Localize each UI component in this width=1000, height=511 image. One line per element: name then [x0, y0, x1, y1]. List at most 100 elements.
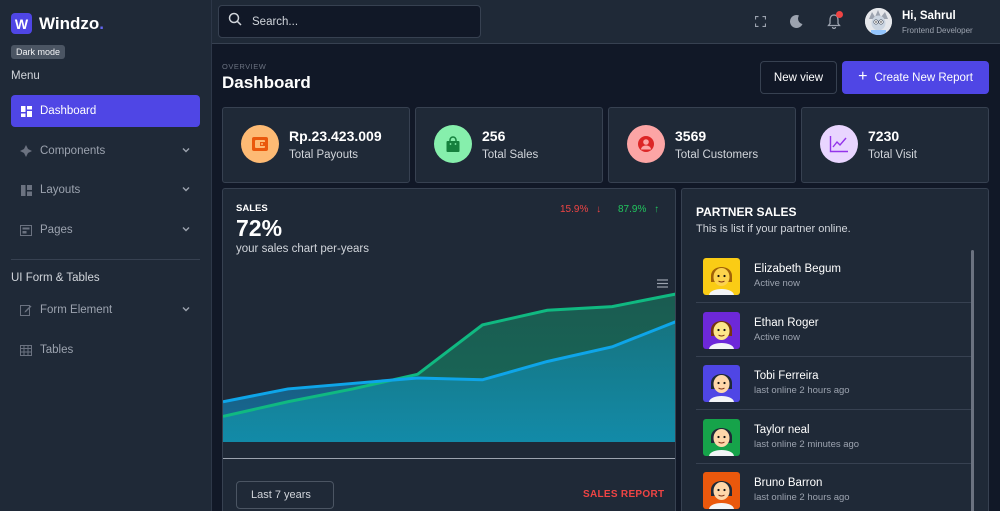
avatar: [703, 365, 740, 402]
chart-line-series-0: [223, 292, 675, 418]
partner-status: last online 2 minutes ago: [754, 438, 860, 450]
chart-line-series-1: [223, 320, 675, 404]
sidebar-item-pages[interactable]: Pages: [11, 214, 200, 246]
menu-section-title: Menu: [11, 70, 40, 82]
trend-down: 15.9% ↓: [560, 204, 601, 215]
chevron-down-icon: [181, 304, 191, 317]
pages-icon: [20, 224, 32, 236]
stat-value: 256: [482, 128, 506, 144]
sales-subtitle: your sales chart per-years: [236, 243, 369, 255]
sales-area-chart: [223, 292, 675, 442]
sidebar-item-layouts[interactable]: Layouts: [11, 174, 200, 206]
stat-value: 7230: [868, 128, 900, 144]
search-input[interactable]: [252, 15, 452, 28]
table-icon: [20, 344, 32, 356]
chart-area-series-1: [223, 322, 675, 442]
stat-value: 3569: [675, 128, 707, 144]
arrow-up-icon: ↑: [654, 204, 660, 215]
diamond-icon: [20, 145, 32, 157]
partner-name: Tobi Ferreira: [754, 370, 819, 382]
notification-dot: [836, 11, 843, 18]
topbar: Hi, Sahrul Frontend Developer: [212, 0, 1000, 44]
search-box[interactable]: [218, 5, 481, 38]
avatar: [703, 258, 740, 295]
stat-card-customers: 3569 Total Customers: [608, 107, 796, 183]
partner-subtitle: This is list if your partner online.: [696, 223, 851, 235]
sidebar: W Windzo. Dark mode Menu Dashboard Compo…: [0, 0, 212, 511]
partner-status: Active now: [754, 278, 800, 289]
partner-title: PARTNER SALES: [696, 205, 797, 219]
chevron-down-icon: [181, 184, 191, 197]
trend-up-value: 87.9%: [618, 204, 647, 215]
sales-card: SALES 72% your sales chart per-years 15.…: [222, 188, 676, 511]
scrollbar[interactable]: [971, 250, 974, 511]
dark-mode-tooltip: Dark mode: [11, 45, 66, 59]
form-section-title: UI Form & Tables: [11, 272, 100, 284]
grid-icon: [20, 105, 32, 117]
partner-list-item[interactable]: Ethan Roger Active now: [696, 304, 973, 357]
stat-label: Total Visit: [868, 149, 918, 161]
overview-label: OVERVIEW: [222, 62, 267, 71]
new-view-button[interactable]: New view: [760, 61, 837, 94]
sidebar-item-label: Layouts: [40, 184, 81, 196]
partner-status: Active now: [754, 331, 800, 343]
shopping-bag-icon: [434, 125, 472, 163]
stat-label: Total Payouts: [289, 149, 359, 161]
partner-list-item[interactable]: Elizabeth Begum Active now: [696, 250, 973, 303]
chart-line-icon: [820, 125, 858, 163]
years-select[interactable]: Last 7 years: [236, 481, 334, 509]
plus-icon: +: [858, 67, 868, 85]
sidebar-item-label: Tables: [40, 344, 74, 356]
sidebar-item-label: Form Element: [40, 304, 113, 316]
stat-card-payouts: Rp.23.423.009 Total Payouts: [222, 107, 410, 183]
partner-name: Taylor neal: [754, 423, 810, 436]
chart-baseline: [223, 458, 675, 459]
sidebar-item-label: Components: [40, 145, 106, 157]
stat-card-visits: 7230 Total Visit: [801, 107, 989, 183]
brand[interactable]: W Windzo.: [11, 13, 104, 34]
stat-label: Total Customers: [675, 149, 759, 161]
chevron-down-icon: [181, 145, 191, 158]
partner-list-item[interactable]: Bruno Barron last online 2 hours ago: [696, 464, 973, 511]
user-role: Frontend Developer: [902, 26, 973, 35]
create-report-label: Create New Report: [874, 71, 973, 84]
brand-name: Windzo: [39, 13, 100, 33]
partner-list-item[interactable]: Taylor neal last online 2 minutes ago: [696, 411, 973, 464]
chevron-down-icon: [181, 224, 191, 237]
stat-card-sales: 256 Total Sales: [415, 107, 603, 183]
bell-icon[interactable]: [825, 11, 843, 30]
search-icon: [228, 12, 242, 31]
partner-name: Elizabeth Begum: [754, 263, 841, 275]
sales-title: SALES: [236, 203, 268, 214]
partner-status: last online 2 hours ago: [754, 492, 850, 503]
create-report-button[interactable]: + Create New Report: [842, 61, 989, 94]
fullscreen-icon[interactable]: [752, 13, 769, 30]
page-title: Dashboard: [222, 73, 311, 92]
sales-report-link[interactable]: SALES REPORT: [583, 489, 665, 500]
avatar: [703, 311, 740, 349]
brand-dot: .: [99, 13, 105, 33]
partner-name: Ethan Roger: [754, 316, 819, 329]
wallet-icon: [241, 125, 279, 163]
sidebar-item-label: Pages: [40, 224, 73, 236]
brand-logo: W: [11, 13, 32, 34]
arrow-down-icon: ↓: [596, 204, 602, 215]
partner-status: last online 2 hours ago: [754, 385, 850, 396]
stat-value: Rp.23.423.009: [289, 128, 382, 144]
avatar[interactable]: [865, 8, 892, 35]
sidebar-item-tables[interactable]: Tables: [11, 334, 200, 366]
avatar: [703, 418, 740, 456]
partner-list-item[interactable]: Tobi Ferreira last online 2 hours ago: [696, 357, 973, 410]
sidebar-item-components[interactable]: Components: [11, 135, 200, 167]
sidebar-item-label: Dashboard: [40, 105, 97, 117]
trend-down-value: 15.9%: [560, 204, 589, 215]
partner-sales-card: PARTNER SALES This is list if your partn…: [681, 188, 989, 511]
stat-label: Total Sales: [482, 149, 539, 161]
trend-up: 87.9% ↑: [618, 204, 659, 215]
sidebar-item-dashboard[interactable]: Dashboard: [11, 95, 200, 127]
sidebar-divider: [11, 259, 200, 260]
hamburger-menu-icon[interactable]: [657, 275, 668, 293]
avatar: [703, 472, 740, 509]
moon-icon[interactable]: [788, 13, 805, 30]
sidebar-item-form-element[interactable]: Form Element: [11, 294, 200, 326]
